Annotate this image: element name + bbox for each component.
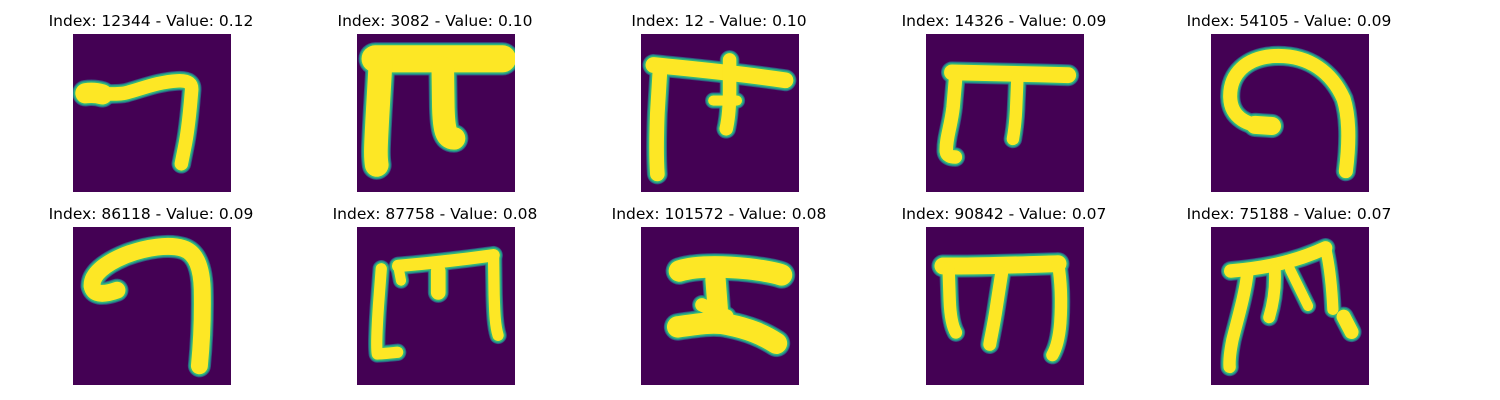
glyph-image — [357, 34, 515, 192]
panel-title: Index: 87758 - Value: 0.08 — [332, 205, 538, 223]
image-panel: Index: 101572 - Value: 0.08 — [604, 205, 834, 395]
glyph-image — [926, 227, 1084, 385]
glyph-image — [73, 227, 231, 385]
image-panel: Index: 87758 - Value: 0.08 — [320, 205, 550, 395]
panel-title: Index: 3082 - Value: 0.10 — [337, 12, 533, 30]
glyph-image — [926, 34, 1084, 192]
image-panel: Index: 12344 - Value: 0.12 — [36, 12, 266, 202]
glyph-image — [73, 34, 231, 192]
panel-title: Index: 90842 - Value: 0.07 — [901, 205, 1107, 223]
panel-title: Index: 101572 - Value: 0.08 — [611, 205, 827, 223]
image-panel: Index: 14326 - Value: 0.09 — [889, 12, 1119, 202]
glyph-image — [1211, 227, 1369, 385]
image-panel: Index: 90842 - Value: 0.07 — [889, 205, 1119, 395]
image-panel: Index: 3082 - Value: 0.10 — [320, 12, 550, 202]
glyph-image — [357, 227, 515, 385]
panel-title: Index: 75188 - Value: 0.07 — [1186, 205, 1392, 223]
glyph-image — [641, 34, 799, 192]
image-panel: Index: 75188 - Value: 0.07 — [1174, 205, 1404, 395]
panel-title: Index: 14326 - Value: 0.09 — [901, 12, 1107, 30]
image-panel: Index: 54105 - Value: 0.09 — [1174, 12, 1404, 202]
panel-title: Index: 12344 - Value: 0.12 — [48, 12, 254, 30]
image-panel: Index: 86118 - Value: 0.09 — [36, 205, 266, 395]
panel-title: Index: 86118 - Value: 0.09 — [48, 205, 254, 223]
panel-title: Index: 12 - Value: 0.10 — [631, 12, 807, 30]
glyph-image — [1211, 34, 1369, 192]
panel-title: Index: 54105 - Value: 0.09 — [1186, 12, 1392, 30]
image-panel: Index: 12 - Value: 0.10 — [604, 12, 834, 202]
glyph-image — [641, 227, 799, 385]
